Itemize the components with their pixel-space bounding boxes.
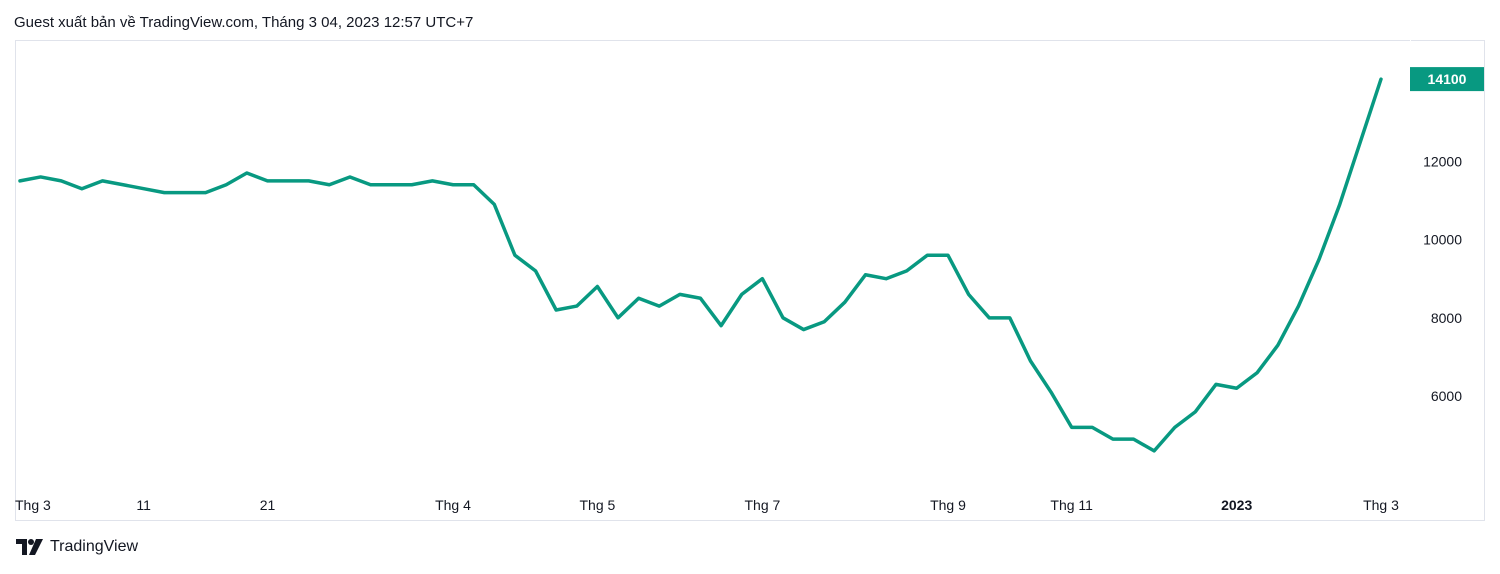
x-tick-label: Thg 3 (15, 497, 51, 513)
price-line (18, 77, 1383, 453)
header-title: Guest xuất bản về TradingView.com, Tháng… (14, 14, 474, 31)
chart-border (15, 40, 1485, 521)
y-tick-label: 6000 (1431, 388, 1462, 404)
x-tick-label: Thg 9 (930, 497, 966, 513)
last-price-label-bg (1410, 67, 1484, 92)
y-tick-label: 10000 (1423, 232, 1462, 248)
x-tick-label: Thg 5 (579, 497, 615, 513)
x-tick-label: 11 (136, 497, 151, 513)
x-tick-label: 2023 (1221, 497, 1252, 513)
footer: TradingView (16, 538, 138, 556)
x-tick-label: Thg 11 (1050, 497, 1093, 513)
x-tick-label: 21 (260, 497, 276, 513)
x-tick-label: Thg 7 (744, 497, 780, 513)
y-tick-label: 12000 (1423, 153, 1462, 169)
tradingview-logo-icon[interactable] (16, 539, 44, 555)
x-axis-ticks: Thg 3 11 21 Thg 4 Thg 5 Thg 7 Thg 9 Thg 11 2023 T… (15, 497, 1399, 513)
footer-brand[interactable]: TradingView (50, 538, 139, 555)
x-tick-label: Thg 3 (1363, 497, 1399, 513)
y-tick-label: 8000 (1431, 310, 1462, 326)
x-tick-label: Thg 4 (435, 497, 471, 513)
last-price-label: 14100 (1410, 67, 1484, 92)
y-axis-ticks: 6000 8000 10000 12000 (1423, 153, 1462, 404)
last-price-label-text: 14100 (1428, 71, 1467, 87)
